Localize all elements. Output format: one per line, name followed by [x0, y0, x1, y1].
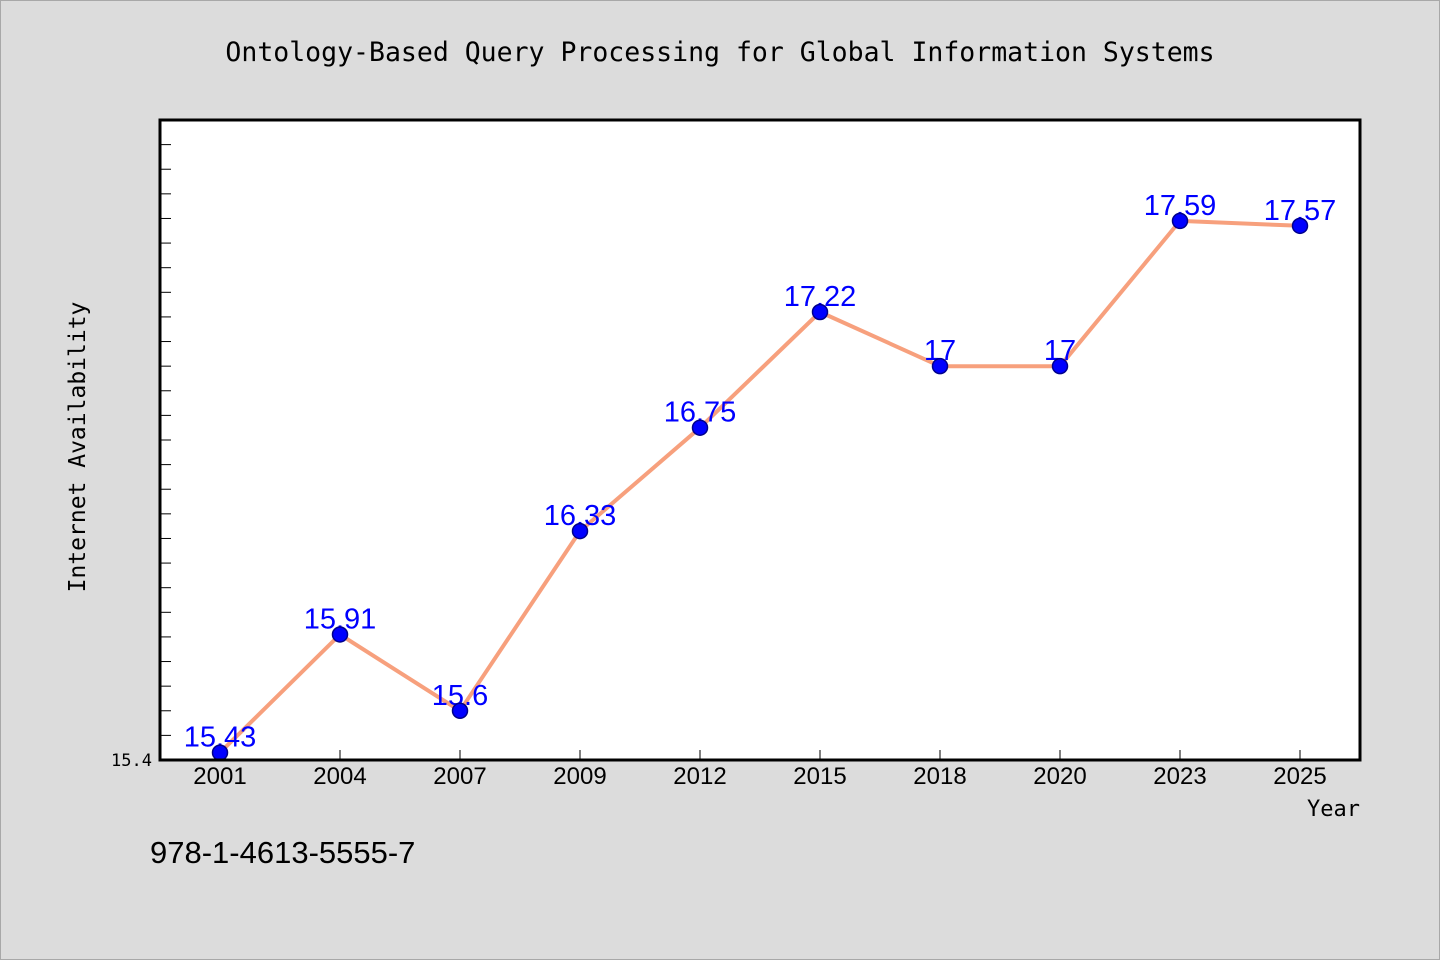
y-tick-labels: 15.4 — [111, 751, 152, 771]
chart-title: Ontology-Based Query Processing for Glob… — [225, 37, 1214, 68]
x-tick-label: 2004 — [313, 763, 366, 790]
x-tick-label: 2025 — [1273, 763, 1326, 790]
plot-area — [160, 120, 1360, 760]
data-point-marker — [1171, 212, 1189, 230]
data-point-marker — [691, 419, 709, 436]
data-point-marker — [931, 357, 949, 375]
data-point-marker — [451, 702, 469, 720]
data-point-marker — [331, 626, 349, 643]
data-markers — [211, 212, 1309, 761]
plot-frame — [158, 118, 1362, 762]
x-tick-labels: 2001 2004 2007 2009 2012 2015 2018 2020 2023 2025 — [193, 763, 1326, 790]
x-tick-label: 2023 — [1153, 763, 1206, 790]
data-point-marker — [1051, 357, 1069, 375]
x-axis-label: Year — [1307, 797, 1360, 822]
data-point-marker — [211, 744, 229, 761]
x-tick-label: 2020 — [1033, 763, 1086, 790]
data-point-marker — [571, 522, 589, 540]
x-tick-label: 2009 — [553, 763, 606, 790]
y-tick-label: 15.4 — [111, 751, 152, 771]
y-axis-label: Internet Availability — [65, 302, 91, 593]
y-axis-ticks — [160, 144, 171, 736]
data-point-marker — [811, 303, 829, 321]
data-point-marker — [1291, 217, 1309, 235]
x-tick-label: 2015 — [793, 763, 846, 790]
isbn-footer: 978-1-4613-5555-7 — [150, 835, 415, 870]
x-tick-label: 2001 — [193, 763, 246, 790]
x-tick-label: 2012 — [673, 763, 726, 790]
x-tick-label: 2007 — [433, 763, 486, 790]
x-tick-label: 2018 — [913, 763, 966, 790]
series-line — [218, 218, 1302, 755]
series-line-layer — [218, 218, 1302, 755]
